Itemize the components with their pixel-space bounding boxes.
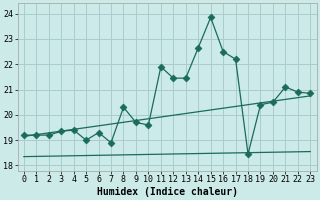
X-axis label: Humidex (Indice chaleur): Humidex (Indice chaleur) [97, 186, 237, 197]
